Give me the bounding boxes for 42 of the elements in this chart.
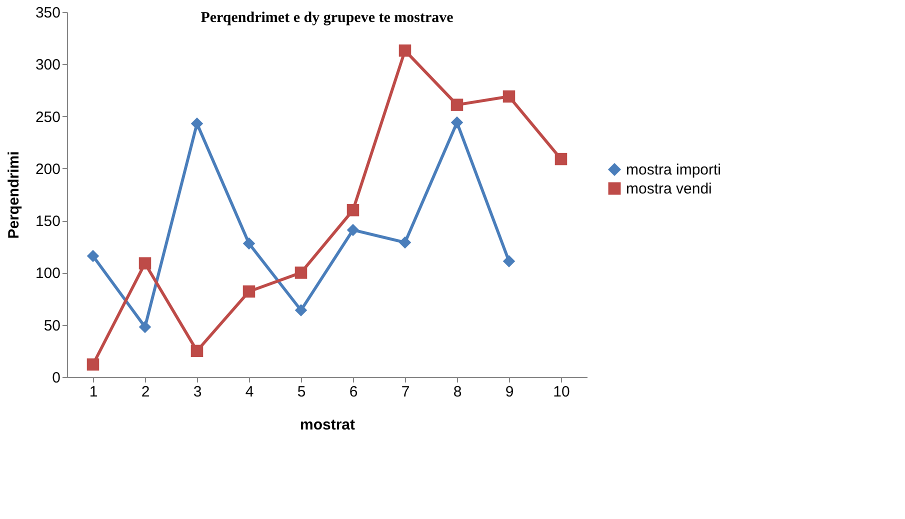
point: [398, 236, 412, 249]
point: [450, 98, 464, 111]
y-tick-label: 0: [52, 370, 60, 386]
y-tick-label: 300: [35, 56, 60, 74]
y-tick-label: 350: [35, 4, 60, 22]
x-tick-label: 6: [349, 384, 358, 400]
x-tick-label: 7: [401, 384, 410, 400]
point: [346, 224, 360, 236]
point: [190, 117, 204, 130]
x-tick-label: 3: [193, 384, 202, 400]
y-tick-label: 250: [35, 108, 60, 126]
point: [554, 152, 568, 166]
point: [294, 266, 308, 279]
y-tick-label: 200: [35, 160, 60, 178]
point: [138, 320, 152, 334]
point: [450, 116, 464, 129]
point: [242, 237, 256, 250]
point: [294, 304, 308, 316]
y-tick-label: 150: [35, 213, 60, 230]
point: [86, 358, 100, 371]
point: [138, 257, 152, 270]
x-tick-label: 9: [505, 384, 514, 400]
x-tick-label: 4: [245, 384, 254, 400]
point: [86, 250, 100, 262]
y-tick-label: 50: [44, 317, 60, 334]
x-tick-label: 2: [141, 384, 150, 400]
x-tick-label: 8: [453, 384, 462, 400]
point: [346, 204, 360, 216]
point: [502, 90, 516, 103]
point: [398, 44, 412, 57]
chart-title: Perqendrimet e dy grupeve te mostrave: [200, 10, 454, 26]
legend-label: mostra importi: [626, 162, 722, 178]
point: [242, 285, 256, 298]
x-tick-label: 5: [297, 384, 306, 400]
x-axis-title: mostrat: [300, 416, 356, 434]
point: [190, 344, 204, 358]
x-tick-label: 1: [89, 384, 98, 400]
point: [502, 255, 516, 268]
y-tick-label: 100: [35, 265, 60, 282]
y-axis-title: Perqendrimi: [5, 151, 22, 239]
legend-label: mostra vendi: [626, 180, 712, 198]
x-tick-label: 10: [553, 384, 570, 400]
